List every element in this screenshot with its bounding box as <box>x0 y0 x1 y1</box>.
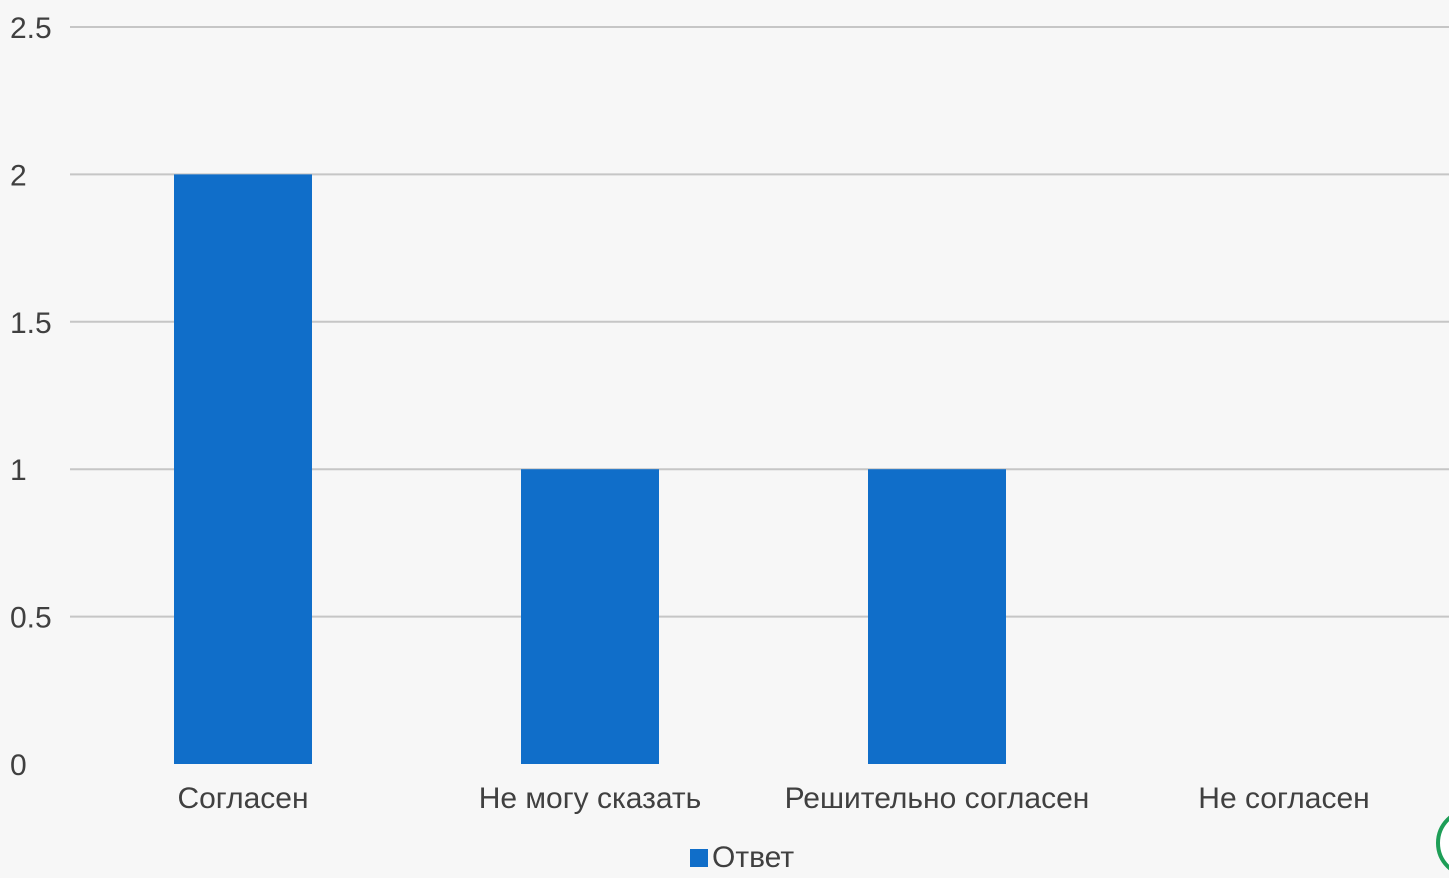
x-category-label: Не согласен <box>1198 782 1369 815</box>
y-tick-label: 1 <box>10 454 27 487</box>
bar <box>521 469 659 764</box>
y-tick-label: 2 <box>10 159 27 192</box>
x-category-label: Не могу сказать <box>479 782 702 815</box>
legend-label: Ответ <box>712 841 795 874</box>
bar <box>868 469 1006 764</box>
y-tick-label: 0 <box>10 749 27 782</box>
y-tick-label: 2.5 <box>10 12 52 45</box>
y-tick-label: 0.5 <box>10 602 52 635</box>
bar <box>174 174 312 764</box>
legend: Ответ <box>690 841 795 874</box>
x-axis-labels: Согласен Не могу сказать Решительно соглас… <box>177 782 1369 815</box>
x-category-label: Согласен <box>177 782 308 815</box>
bars <box>174 174 1006 764</box>
x-category-label: Решительно согласен <box>785 782 1090 815</box>
y-axis-ticks: 0 0.5 1 1.5 2 2.5 <box>10 12 52 782</box>
legend-swatch <box>690 849 708 867</box>
y-tick-label: 1.5 <box>10 307 52 340</box>
